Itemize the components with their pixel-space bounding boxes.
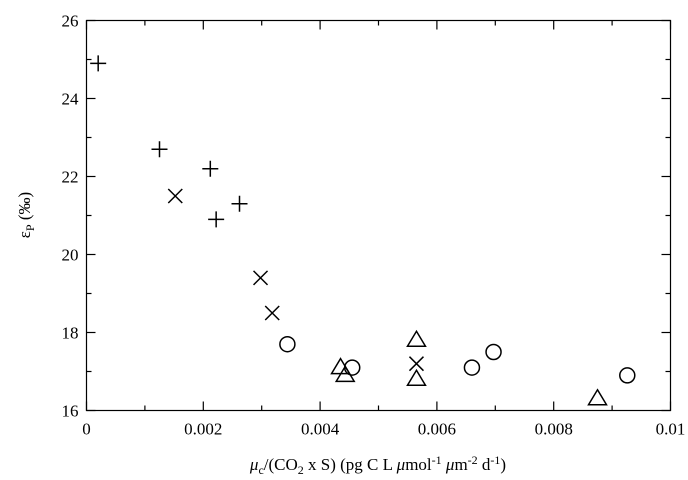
axis-tick-labels: 0 0.002 0.004 0.006 0.008 0.01 16 18 20 22 24 26 <box>62 12 686 439</box>
plot-frame <box>85 19 672 412</box>
y-tick-label: 20 <box>62 246 79 265</box>
triangle-point <box>587 388 608 406</box>
y-tick-label: 26 <box>62 12 79 31</box>
x-tick-label: 0.004 <box>301 420 340 439</box>
cross-point <box>167 188 183 204</box>
y-axis-title: εP (‰) <box>15 192 37 238</box>
triangle-point <box>330 357 351 375</box>
triangle-point <box>334 364 356 383</box>
x-axis-title: μc/(CO2 x S) (pg C L μmol-1 μm-2 d-1) <box>249 453 506 477</box>
x-tick-label: 0.01 <box>656 420 686 439</box>
y-tick-label: 16 <box>62 402 79 421</box>
cross-point <box>253 270 269 286</box>
axis-ticks <box>85 19 672 412</box>
plus-point <box>202 160 219 177</box>
cross-point <box>408 356 424 372</box>
plus-point <box>231 195 248 212</box>
circle-point <box>485 343 502 361</box>
triangle-point <box>406 368 427 387</box>
x-tick-label: 0 <box>82 420 91 439</box>
cross-point <box>264 305 280 321</box>
data-points <box>90 55 636 406</box>
circle-point <box>463 359 481 376</box>
x-tick-label: 0.006 <box>418 420 456 439</box>
triangle-point <box>406 329 427 348</box>
circle-point <box>619 367 636 384</box>
x-tick-label: 0.008 <box>535 420 573 439</box>
plus-point <box>208 211 225 228</box>
circle-point <box>279 335 296 353</box>
plus-point <box>151 141 168 158</box>
x-tick-label: 0.002 <box>184 420 222 439</box>
y-tick-label: 24 <box>62 90 80 109</box>
y-tick-label: 22 <box>62 168 79 187</box>
y-tick-label: 18 <box>62 324 79 343</box>
plus-point <box>90 55 107 72</box>
